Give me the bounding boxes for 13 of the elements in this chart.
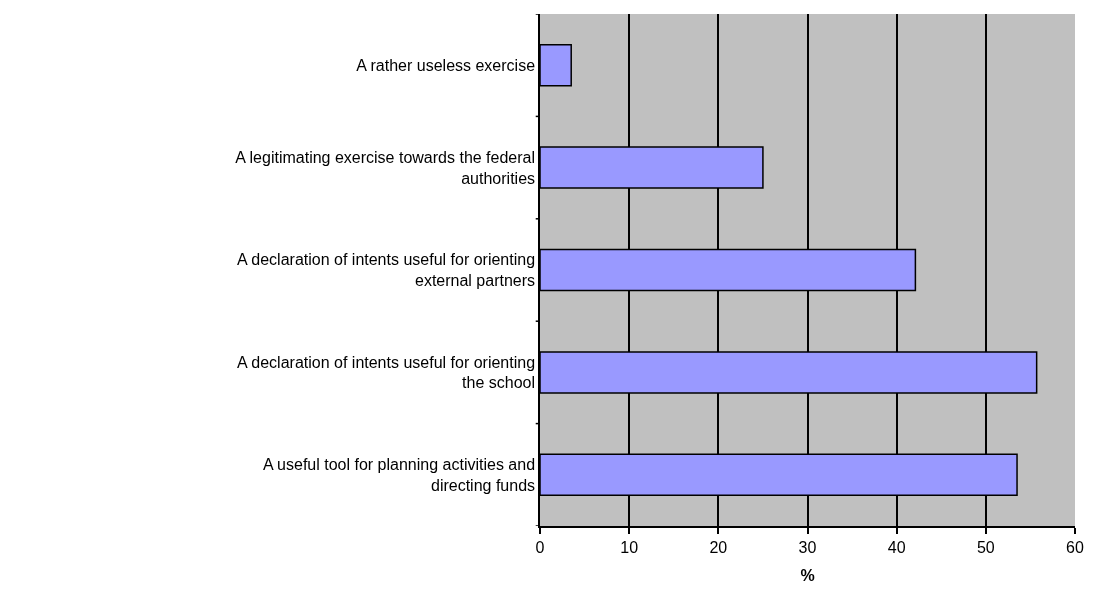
x-tick-label: 20: [709, 538, 728, 556]
y-tick-label: A declaration of intents useful for orienting external partners: [237, 251, 536, 289]
x-tick-label: 0: [535, 538, 545, 556]
x-tick-label: 60: [1066, 538, 1084, 556]
x-tick-label: 50: [976, 538, 995, 556]
x-tick-label: 30: [798, 538, 817, 556]
y-tick-label: A declaration of intents useful for orienting the school: [237, 353, 536, 392]
y-tick-label: A rather useless exercise: [356, 56, 536, 74]
x-axis-title: %: [800, 567, 815, 585]
x-tick-label: 10: [620, 538, 639, 556]
y-tick-label: A useful tool for planning activities and directing funds: [262, 456, 536, 494]
y-tick-label: A legitimating exercise towards the federal authorities: [235, 148, 536, 187]
x-tick-label: 40: [887, 538, 906, 556]
